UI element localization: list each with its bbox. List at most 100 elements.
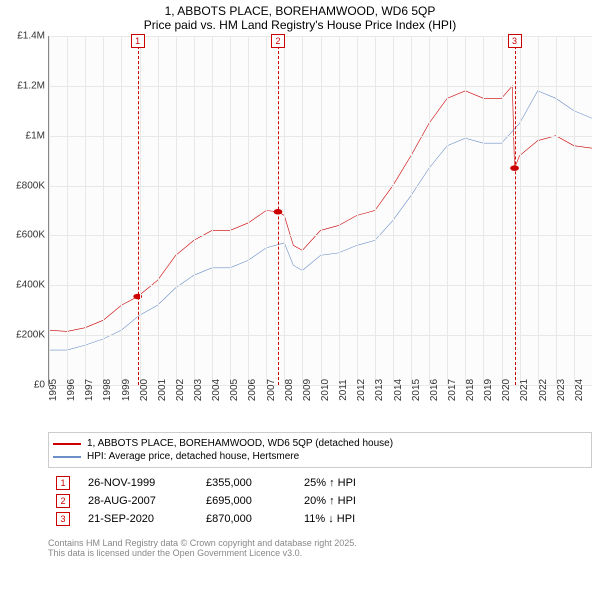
gridline-v <box>248 36 249 385</box>
y-tick-label: £200K <box>16 330 45 341</box>
x-tick-label: 1999 <box>121 379 132 401</box>
event-date: 28-AUG-2007 <box>88 495 188 507</box>
event-row: 3 21-SEP-2020 £870,000 11% ↓ HPI <box>48 510 592 528</box>
footer-attribution: Contains HM Land Registry data © Crown c… <box>48 538 592 558</box>
y-tick-label: £800K <box>16 180 45 191</box>
x-tick-label: 1996 <box>66 379 77 401</box>
gridline-v <box>447 36 448 385</box>
legend-label: HPI: Average price, detached house, Hert… <box>87 451 299 462</box>
event-delta: 20% ↑ HPI <box>304 495 356 507</box>
event-price: £870,000 <box>206 513 286 525</box>
legend-label: 1, ABBOTS PLACE, BOREHAMWOOD, WD6 5QP (d… <box>87 438 393 449</box>
y-tick-label: £0 <box>34 380 45 391</box>
gridline-v <box>194 36 195 385</box>
chart-plot-area: £0£200K£400K£600K£800K£1M£1.2M£1.4M123 <box>48 36 592 386</box>
x-tick-label: 2021 <box>519 379 530 401</box>
x-tick-label: 1998 <box>102 379 113 401</box>
gridline-v <box>411 36 412 385</box>
x-tick-label: 2015 <box>411 379 422 401</box>
title-line2: Price paid vs. HM Land Registry's House … <box>0 18 600 32</box>
gridline-v <box>502 36 503 385</box>
gridline-v <box>140 36 141 385</box>
marker-line <box>138 36 139 385</box>
x-tick-label: 2006 <box>247 379 258 401</box>
marker-badge: 2 <box>271 34 285 48</box>
gridline-v <box>357 36 358 385</box>
marker-badge: 1 <box>131 34 145 48</box>
chart-container: 1, ABBOTS PLACE, BOREHAMWOOD, WD6 5QP Pr… <box>0 0 600 590</box>
gridline-v <box>574 36 575 385</box>
x-tick-label: 2010 <box>320 379 331 401</box>
gridline-v <box>393 36 394 385</box>
plot-region: £0£200K£400K£600K£800K£1M£1.2M£1.4M123 <box>48 36 592 386</box>
legend-swatch <box>53 443 81 445</box>
marker-line <box>278 36 279 385</box>
event-price: £355,000 <box>206 477 286 489</box>
legend-row: 1, ABBOTS PLACE, BOREHAMWOOD, WD6 5QP (d… <box>53 437 587 450</box>
event-date: 26-NOV-1999 <box>88 477 188 489</box>
x-tick-label: 2013 <box>374 379 385 401</box>
x-tick-label: 2020 <box>501 379 512 401</box>
x-tick-label: 2014 <box>393 379 404 401</box>
event-date: 21-SEP-2020 <box>88 513 188 525</box>
x-tick-label: 2000 <box>139 379 150 401</box>
title-line1: 1, ABBOTS PLACE, BOREHAMWOOD, WD6 5QP <box>0 4 600 18</box>
x-tick-label: 2004 <box>211 379 222 401</box>
y-tick-label: £1M <box>26 130 45 141</box>
gridline-v <box>266 36 267 385</box>
gridline-v <box>85 36 86 385</box>
x-tick-label: 2003 <box>193 379 204 401</box>
x-tick-label: 2012 <box>356 379 367 401</box>
y-tick-label: £1.4M <box>17 31 45 42</box>
event-table: 126-NOV-1999£355,00025% ↑ HPI228-AUG-200… <box>48 474 592 528</box>
gridline-v <box>284 36 285 385</box>
x-tick-label: 2023 <box>556 379 567 401</box>
gridline-v <box>67 36 68 385</box>
gridline-v <box>176 36 177 385</box>
x-tick-label: 2017 <box>447 379 458 401</box>
gridline-v <box>103 36 104 385</box>
gridline-v <box>158 36 159 385</box>
event-delta: 11% ↓ HPI <box>304 513 355 525</box>
gridline-v <box>49 36 50 385</box>
gridline-v <box>212 36 213 385</box>
chart-title: 1, ABBOTS PLACE, BOREHAMWOOD, WD6 5QP Pr… <box>0 0 600 36</box>
event-badge: 3 <box>56 512 70 526</box>
event-price: £695,000 <box>206 495 286 507</box>
x-tick-label: 2002 <box>175 379 186 401</box>
gridline-v <box>230 36 231 385</box>
legend: 1, ABBOTS PLACE, BOREHAMWOOD, WD6 5QP (d… <box>48 432 592 468</box>
x-tick-label: 2005 <box>229 379 240 401</box>
legend-row: HPI: Average price, detached house, Hert… <box>53 450 587 463</box>
x-tick-label: 2024 <box>574 379 585 401</box>
x-tick-label: 1995 <box>48 379 59 401</box>
marker-badge: 3 <box>508 34 522 48</box>
gridline-v <box>556 36 557 385</box>
legend-swatch <box>53 456 81 458</box>
gridline-v <box>321 36 322 385</box>
gridline-v <box>538 36 539 385</box>
y-tick-label: £1.2M <box>17 80 45 91</box>
x-tick-label: 1997 <box>84 379 95 401</box>
y-tick-label: £400K <box>16 280 45 291</box>
x-tick-label: 2018 <box>465 379 476 401</box>
event-badge: 1 <box>56 476 70 490</box>
x-tick-label: 2009 <box>302 379 313 401</box>
event-row: 1 26-NOV-1999 £355,000 25% ↑ HPI <box>48 474 592 492</box>
gridline-v <box>465 36 466 385</box>
x-tick-label: 2016 <box>429 379 440 401</box>
footer-line2: This data is licensed under the Open Gov… <box>48 548 592 558</box>
gridline-v <box>302 36 303 385</box>
y-tick-label: £600K <box>16 230 45 241</box>
gridline-v <box>520 36 521 385</box>
event-delta: 25% ↑ HPI <box>304 477 356 489</box>
x-tick-label: 2007 <box>266 379 277 401</box>
gridline-v <box>339 36 340 385</box>
x-axis-labels: 1995199619971998199920002001200220032004… <box>48 386 592 426</box>
marker-line <box>515 36 516 385</box>
event-row: 228-AUG-2007£695,00020% ↑ HPI <box>48 492 592 510</box>
gridline-v <box>483 36 484 385</box>
x-tick-label: 2022 <box>538 379 549 401</box>
x-tick-label: 2008 <box>284 379 295 401</box>
gridline-v <box>121 36 122 385</box>
